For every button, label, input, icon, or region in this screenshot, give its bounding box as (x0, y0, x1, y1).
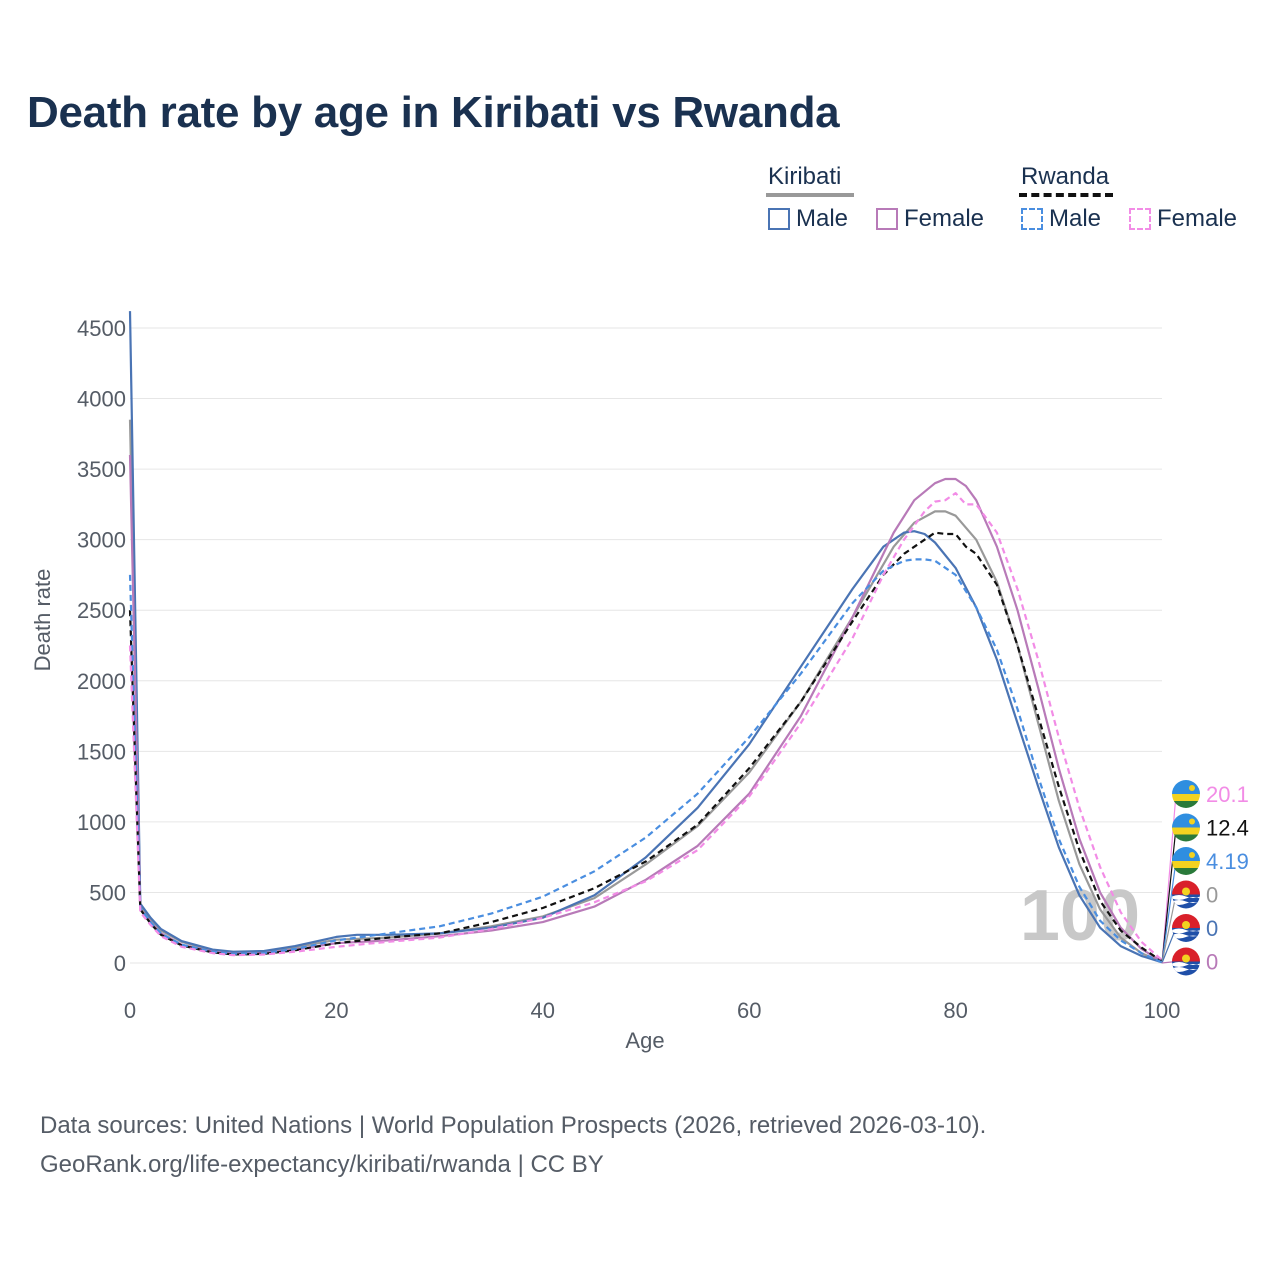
kiribati-flag-icon (1172, 914, 1200, 942)
end-value-label: 20.1 (1206, 782, 1249, 807)
end-marker-rwanda[interactable]: 4.19 (1161, 847, 1249, 964)
source-line-1: Data sources: United Nations | World Pop… (40, 1112, 987, 1139)
legend-item-kiribati-female[interactable]: Female (876, 205, 984, 233)
kiribati-flag-icon (1172, 880, 1200, 909)
legend-label: Male (796, 205, 849, 232)
series-line-rwanda-male[interactable] (128, 558, 1163, 964)
end-marker-kiribati[interactable]: 0 (1161, 880, 1218, 964)
y-tick-label: 3500 (77, 457, 126, 482)
legend-label: Female (904, 205, 985, 232)
series-line-kiribati-female[interactable] (128, 454, 1163, 963)
legend-swatch-rwanda-male (1021, 208, 1043, 230)
y-tick-label: 500 (89, 880, 126, 905)
y-tick-label: 3000 (77, 528, 126, 553)
legend-item-rwanda-male[interactable]: Male (1021, 205, 1101, 233)
legend-group-kiribati-title: Kiribati (768, 163, 842, 190)
rwanda-flag-icon (1172, 813, 1200, 842)
y-tick-label: 1500 (77, 739, 126, 764)
series-line-rwanda-total[interactable] (128, 531, 1163, 963)
y-tick-label: 2500 (77, 598, 126, 623)
end-value-label: 0 (1206, 950, 1218, 975)
series-line-kiribati-male[interactable] (128, 311, 1163, 964)
rwanda-flag-icon (1172, 847, 1200, 875)
y-tick-label: 2000 (77, 669, 126, 694)
end-marker-kiribati[interactable]: 0 (1161, 914, 1218, 964)
legend-item-rwanda-female[interactable]: Female (1129, 205, 1237, 233)
legend-swatch-kiribati-female (876, 208, 898, 230)
end-value-label: 4.19 (1206, 849, 1249, 874)
y-axis-label: Death rate (30, 569, 55, 672)
x-tick-label: 60 (737, 998, 761, 1023)
y-tick-label: 0 (114, 951, 126, 976)
source-note: Data sources: United Nations | World Pop… (40, 1106, 986, 1184)
legend-group-rwanda-title: Rwanda (1021, 163, 1110, 190)
series-line-rwanda-female[interactable] (128, 492, 1163, 962)
legend-swatch-rwanda-female (1129, 208, 1151, 230)
legend-swatch-kiribati-male (768, 208, 790, 230)
legend-group-rwanda-line (1019, 193, 1113, 197)
y-tick-label: 1000 (77, 810, 126, 835)
kiribati-flag-icon (1172, 947, 1200, 976)
end-value-label: 12.4 (1206, 816, 1249, 841)
y-tick-label: 4000 (77, 387, 126, 412)
x-tick-label: 80 (943, 998, 967, 1023)
rwanda-flag-icon (1172, 780, 1200, 808)
y-tick-label: 4500 (77, 316, 126, 341)
legend-group-kiribati-line (766, 193, 854, 197)
end-marker-rwanda[interactable]: 20.1 (1161, 780, 1249, 964)
x-tick-label: 0 (124, 998, 136, 1023)
legend-item-kiribati-male[interactable]: Male (768, 205, 848, 233)
end-marker-rwanda[interactable]: 12.4 (1161, 813, 1249, 964)
end-value-label: 0 (1206, 883, 1218, 908)
x-tick-label: 20 (324, 998, 348, 1023)
x-tick-label: 100 (1144, 998, 1181, 1023)
legend-label: Female (1157, 205, 1238, 232)
x-tick-label: 40 (531, 998, 555, 1023)
chart-title: Death rate by age in Kiribati vs Rwanda (27, 88, 840, 137)
x-axis-label: Age (625, 1028, 664, 1053)
end-marker-kiribati[interactable]: 0 (1161, 947, 1218, 976)
legend-label: Male (1049, 205, 1102, 232)
source-line-2: GeoRank.org/life-expectancy/kiribati/rwa… (40, 1151, 604, 1178)
end-value-label: 0 (1206, 916, 1218, 941)
